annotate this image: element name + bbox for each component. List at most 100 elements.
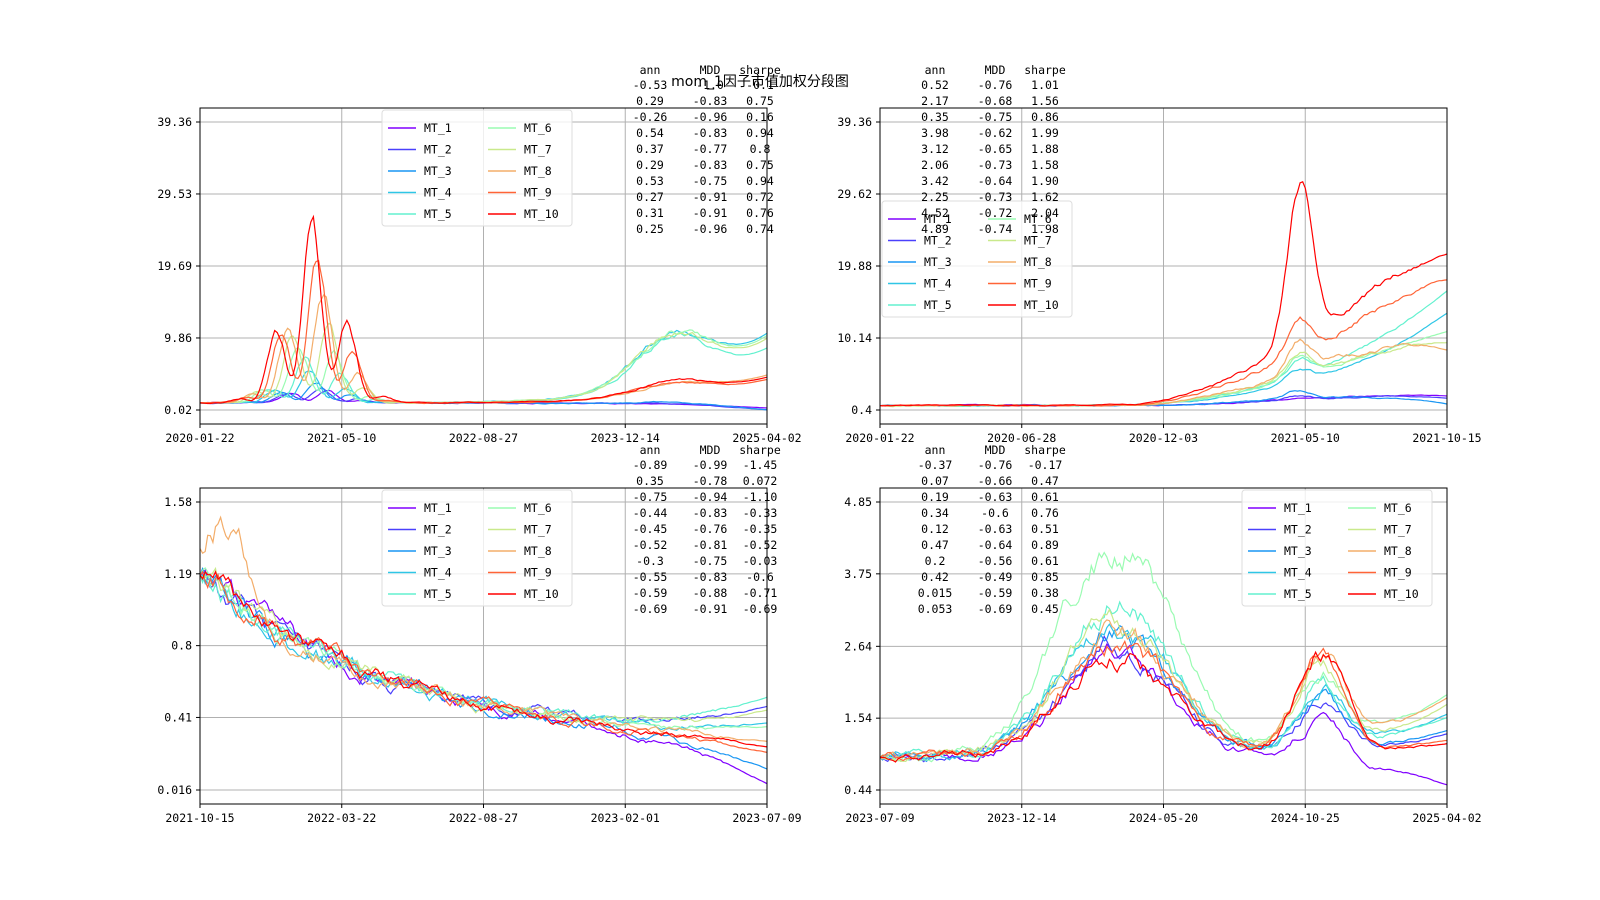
stats-cell: 4.52 bbox=[921, 206, 949, 220]
stats-cell: 0.35 bbox=[921, 110, 949, 124]
stats-cell: 1.99 bbox=[1031, 126, 1059, 140]
y-tick-label: 9.86 bbox=[164, 331, 192, 345]
stats-cell: -0.83 bbox=[693, 570, 728, 584]
stats-header: MDD bbox=[985, 63, 1006, 77]
stats-cell: 0.12 bbox=[921, 522, 949, 536]
stats-table: ann MDD sharpe -0.37 -0.76 -0.17 0.07 -0.66 0.47… bbox=[918, 443, 1066, 616]
y-tick-label: 0.02 bbox=[164, 403, 192, 417]
x-tick-label: 2025-04-02 bbox=[732, 431, 801, 445]
x-tick-label: 2021-05-10 bbox=[307, 431, 376, 445]
stats-cell: -0.89 bbox=[633, 458, 668, 472]
stats-cell: -0.75 bbox=[693, 554, 728, 568]
stats-header: sharpe bbox=[739, 443, 781, 457]
y-tick-label: 4.85 bbox=[844, 495, 872, 509]
legend-label: MT_3 bbox=[924, 255, 952, 269]
stats-cell: 3.98 bbox=[921, 126, 949, 140]
stats-cell: 0.25 bbox=[636, 222, 664, 236]
stats-cell: 0.47 bbox=[1031, 474, 1059, 488]
stats-table: ann MDD sharpe -0.89 -0.99 -1.45 0.35 -0.78 0.07… bbox=[633, 443, 781, 616]
stats-cell: 0.76 bbox=[1031, 506, 1059, 520]
stats-cell: -0.69 bbox=[978, 602, 1013, 616]
stats-cell: -0.69 bbox=[633, 602, 668, 616]
stats-cell: -0.88 bbox=[693, 586, 728, 600]
series-line-mt_10 bbox=[879, 650, 1448, 763]
x-tick-label: 2024-10-25 bbox=[1271, 811, 1340, 825]
legend-label: MT_2 bbox=[424, 523, 452, 537]
x-tick-label: 2023-12-14 bbox=[591, 431, 660, 445]
stats-header: sharpe bbox=[739, 63, 781, 77]
legend-label: MT_9 bbox=[524, 186, 552, 200]
legend-label: MT_10 bbox=[524, 587, 559, 601]
stats-cell: -0.73 bbox=[978, 158, 1013, 172]
legend-label: MT_5 bbox=[424, 207, 452, 221]
stats-cell: -0.53 bbox=[633, 78, 668, 92]
stats-cell: -0.91 bbox=[693, 206, 728, 220]
stats-cell: -0.91 bbox=[693, 602, 728, 616]
y-tick-label: 3.75 bbox=[844, 567, 872, 581]
stats-cell: 1.58 bbox=[1031, 158, 1059, 172]
stats-cell: -0.52 bbox=[743, 538, 778, 552]
stats-header: MDD bbox=[985, 443, 1006, 457]
legend-label: MT_6 bbox=[524, 501, 552, 515]
y-tick-label: 1.58 bbox=[164, 495, 192, 509]
x-tick-label: 2023-07-09 bbox=[732, 811, 801, 825]
x-tick-label: 2021-05-10 bbox=[1271, 431, 1340, 445]
stats-cell: 0.31 bbox=[636, 206, 664, 220]
stats-cell: 0.47 bbox=[921, 538, 949, 552]
series-line-mt_10 bbox=[199, 214, 768, 405]
stats-table: ann MDD sharpe -0.53 -1.0 -0.1 0.29 -0.83 0.75 -0… bbox=[633, 63, 781, 236]
legend-label: MT_6 bbox=[524, 121, 552, 135]
stats-cell: -0.45 bbox=[633, 522, 668, 536]
y-tick-label: 29.53 bbox=[157, 187, 192, 201]
stats-cell: -1.10 bbox=[743, 490, 778, 504]
legend-label: MT_3 bbox=[424, 164, 452, 178]
legend-label: MT_4 bbox=[424, 186, 452, 200]
y-tick-label: 29.62 bbox=[837, 187, 872, 201]
legend: MT_1 MT_2 MT_3 MT_4 MT_5 MT_6 MT_7 MT_8 MT_9 MT_1… bbox=[1241, 489, 1433, 607]
stats-header: ann bbox=[925, 443, 946, 457]
y-tick-label: 19.69 bbox=[157, 259, 192, 273]
legend-label: MT_7 bbox=[1024, 234, 1052, 248]
stats-cell: -0.75 bbox=[633, 490, 668, 504]
stats-cell: -0.65 bbox=[978, 142, 1013, 156]
legend-label: MT_7 bbox=[524, 523, 552, 537]
stats-cell: 1.01 bbox=[1031, 78, 1059, 92]
stats-cell: -0.81 bbox=[693, 538, 728, 552]
legend-label: MT_6 bbox=[1384, 501, 1412, 515]
stats-cell: 1.56 bbox=[1031, 94, 1059, 108]
stats-cell: 0.34 bbox=[921, 506, 949, 520]
stats-cell: 0.75 bbox=[746, 94, 774, 108]
series-line-mt_8 bbox=[879, 619, 1448, 760]
x-tick-label: 2021-10-15 bbox=[1412, 431, 1481, 445]
stats-cell: 0.74 bbox=[746, 222, 774, 236]
series-line-mt_6 bbox=[199, 566, 768, 731]
y-tick-label: 39.36 bbox=[837, 115, 872, 129]
legend-label: MT_8 bbox=[1024, 255, 1052, 269]
stats-cell: -0.59 bbox=[633, 586, 668, 600]
stats-cell: 1.90 bbox=[1031, 174, 1059, 188]
chart-panel-2: 0.4 10.14 19.88 29.62 39.36 2020-01-22 2020-06… bbox=[837, 63, 1481, 445]
x-tick-label: 2024-05-20 bbox=[1129, 811, 1198, 825]
x-tick-label: 2020-12-03 bbox=[1129, 431, 1198, 445]
x-tick-label: 2022-08-27 bbox=[449, 811, 518, 825]
stats-cell: 0.053 bbox=[918, 602, 953, 616]
stats-header: MDD bbox=[700, 443, 721, 457]
legend-label: MT_1 bbox=[924, 212, 952, 226]
x-tick-label: 2021-10-15 bbox=[165, 811, 234, 825]
stats-cell: 0.54 bbox=[636, 126, 664, 140]
stats-cell: 2.06 bbox=[921, 158, 949, 172]
chart-panel-3: 0.016 0.41 0.8 1.19 1.58 2021-10-15 2022-03-22… bbox=[157, 443, 801, 825]
stats-cell: 0.16 bbox=[746, 110, 774, 124]
stats-cell: -0.03 bbox=[743, 554, 778, 568]
stats-cell: -0.52 bbox=[633, 538, 668, 552]
legend-label: MT_1 bbox=[1284, 501, 1312, 515]
stats-cell: -0.3 bbox=[636, 554, 664, 568]
stats-cell: -0.83 bbox=[693, 94, 728, 108]
series-line-mt_5 bbox=[879, 600, 1448, 760]
stats-cell: 0.072 bbox=[743, 474, 778, 488]
series-line-mt_2 bbox=[879, 634, 1448, 763]
stats-cell: 0.42 bbox=[921, 570, 949, 584]
series-line-mt_9 bbox=[199, 570, 768, 753]
stats-cell: 2.04 bbox=[1031, 206, 1059, 220]
